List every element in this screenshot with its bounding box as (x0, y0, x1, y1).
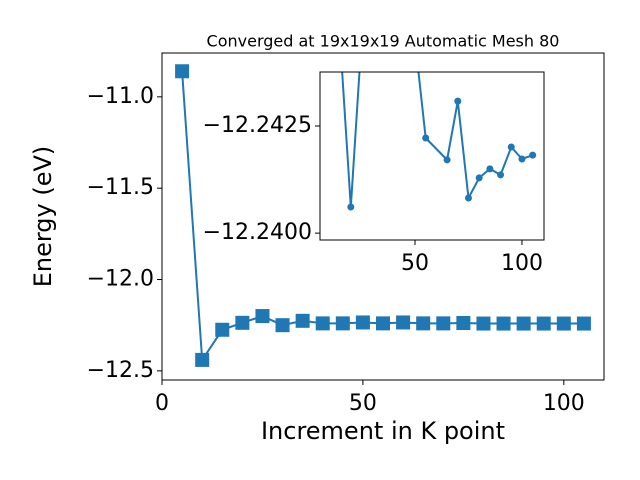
marker (235, 315, 250, 330)
y-tick-label: −12.5 (87, 358, 154, 383)
x-axis-label: Increment in K point (261, 417, 505, 445)
x-tick-label: 100 (543, 391, 585, 416)
axes-frame (319, 71, 545, 241)
marker (376, 316, 390, 331)
marker (456, 316, 471, 331)
marker (355, 315, 370, 330)
marker (486, 165, 494, 173)
marker (422, 134, 430, 142)
axes-frame (161, 52, 605, 381)
marker (255, 309, 270, 324)
x-tick-label: 0 (155, 391, 169, 416)
marker (436, 316, 451, 331)
marker (443, 156, 451, 164)
marker (454, 97, 462, 105)
marker (295, 313, 310, 328)
marker (175, 64, 190, 79)
x-tick-label: 100 (501, 251, 543, 276)
marker (315, 316, 330, 331)
marker (497, 171, 505, 179)
y-tick-label: −11.0 (87, 84, 154, 109)
marker (215, 322, 230, 337)
marker (335, 316, 350, 331)
y-axis-label: Energy (eV) (29, 146, 57, 288)
chart-title: Converged at 19x19x19 Automatic Mesh 80 (207, 32, 560, 51)
marker (496, 316, 511, 331)
line (341, 72, 534, 208)
marker (347, 203, 355, 211)
marker (536, 316, 551, 331)
x-tick-label: 50 (349, 391, 377, 416)
y-tick-label: −12.0 (87, 267, 154, 292)
plot-layer (175, 64, 591, 367)
marker (576, 316, 591, 331)
marker (464, 194, 472, 202)
y-tick-label: −11.5 (87, 175, 154, 200)
marker (416, 316, 431, 331)
marker (475, 174, 483, 182)
marker (507, 143, 515, 151)
marker (518, 155, 526, 163)
marker (516, 316, 531, 331)
marker (529, 151, 537, 159)
plot-layer (341, 72, 537, 211)
marker (556, 316, 571, 331)
marker (275, 318, 290, 333)
x-tick-label: 50 (401, 251, 429, 276)
marker (396, 315, 411, 330)
marker (476, 316, 491, 331)
y-tick-label: −12.2425 (203, 113, 312, 138)
marker (195, 352, 210, 367)
y-tick-label: −12.2400 (203, 220, 312, 245)
